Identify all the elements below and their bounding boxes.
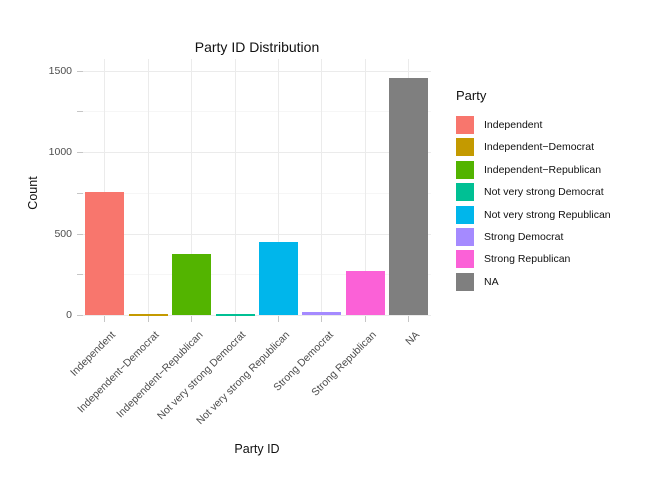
legend-title: Party xyxy=(456,88,487,103)
y-tick-mark-1000 xyxy=(77,152,83,153)
y-axis-title: Count xyxy=(26,176,40,210)
y-tick-label-1000: 1000 xyxy=(48,146,72,158)
legend-swatch-Independent−Democrat xyxy=(456,138,474,157)
legend-item-label: Independent−Republican xyxy=(484,163,602,176)
bar-Independent xyxy=(85,192,125,316)
y-tick-mark-750 xyxy=(77,192,83,194)
gridline-vertical-5 xyxy=(321,59,323,316)
legend: Party Independent Independent−Democrat Ind… xyxy=(456,88,611,295)
y-tick-mark-500 xyxy=(77,233,83,235)
x-axis-title: Party ID xyxy=(234,442,280,456)
legend-item-Independent−Democrat: Independent−Democrat xyxy=(456,138,611,157)
gridline-vertical-4 xyxy=(277,59,279,316)
x-tick-mark-2 xyxy=(191,315,193,322)
legend-item-Strong Republican: Strong Republican xyxy=(456,250,611,269)
x-tick-label-1: Independent−Democrat xyxy=(75,329,162,416)
gridline-vertical-0 xyxy=(104,59,106,316)
legend-item-Strong Democrat: Strong Democrat xyxy=(456,227,611,246)
bar-Strong Democrat xyxy=(302,311,342,316)
bar-Not very strong Republican xyxy=(258,241,298,316)
legend-item-label: Strong Republican xyxy=(484,253,571,266)
gridline-vertical-3 xyxy=(234,59,236,316)
legend-item-label: Independent xyxy=(484,119,543,131)
bar-Independent−Republican xyxy=(172,253,212,316)
x-tick-mark-5 xyxy=(321,315,323,322)
legend-swatch-Strong Democrat xyxy=(456,227,474,246)
x-tick-mark-6 xyxy=(364,315,366,322)
legend-swatch-Strong Republican xyxy=(456,250,474,269)
gridline-minor-y750 xyxy=(83,192,431,194)
y-tick-mark-0 xyxy=(77,315,83,316)
bar-Strong Republican xyxy=(345,271,385,316)
x-tick-mark-1 xyxy=(147,315,149,322)
x-tick-mark-7 xyxy=(408,315,410,322)
legend-item-label: Not very strong Democrat xyxy=(484,186,604,199)
y-tick-mark-1500 xyxy=(77,70,83,72)
legend-swatch-Not very strong Republican xyxy=(456,205,474,224)
legend-item-Not very strong Republican: Not very strong Republican xyxy=(456,205,611,224)
legend-swatch-Independent−Republican xyxy=(456,160,474,179)
y-tick-mark-1250 xyxy=(77,111,83,113)
legend-item-Independent: Independent xyxy=(456,116,611,134)
y-tick-mark-250 xyxy=(77,274,83,276)
legend-item-label: Not very strong Republican xyxy=(484,208,611,221)
gridline-major-y1500 xyxy=(83,70,431,72)
legend-swatch-Not very strong Democrat xyxy=(456,183,474,202)
bar-Independent−Democrat xyxy=(128,313,168,316)
legend-swatch-Independent xyxy=(456,116,474,134)
x-tick-label-3: Not very strong Democrat xyxy=(155,329,249,423)
gridline-vertical-6 xyxy=(364,59,366,316)
gridline-major-y500 xyxy=(83,233,431,235)
x-tick-mark-4 xyxy=(277,315,279,322)
bar-Not very strong Democrat xyxy=(215,313,255,316)
x-tick-mark-0 xyxy=(104,315,106,322)
legend-item-label: NA xyxy=(484,275,499,288)
gridline-major-y0 xyxy=(83,315,431,316)
chart-title: Party ID Distribution xyxy=(194,39,320,55)
legend-swatch-NA xyxy=(456,272,474,291)
x-tick-label-2: Independent−Republican xyxy=(113,329,206,421)
bar-NA xyxy=(389,78,429,316)
x-tick-label-7: NA xyxy=(403,329,423,348)
y-tick-label-500: 500 xyxy=(54,227,72,240)
gridline-vertical-2 xyxy=(191,59,193,316)
gridline-minor-y1250 xyxy=(83,111,431,113)
gridline-minor-y250 xyxy=(83,274,431,276)
x-tick-mark-3 xyxy=(234,315,236,322)
legend-item-label: Strong Democrat xyxy=(484,230,564,243)
y-tick-label-0: 0 xyxy=(66,309,72,321)
y-tick-label-1500: 1500 xyxy=(48,64,72,77)
legend-item-label: Independent−Democrat xyxy=(484,141,595,154)
gridline-major-y1000 xyxy=(83,152,431,153)
legend-items: Independent Independent−Democrat Independe… xyxy=(456,116,611,291)
legend-item-NA: NA xyxy=(456,272,611,291)
gridline-vertical-1 xyxy=(147,59,149,316)
legend-item-Independent−Republican: Independent−Republican xyxy=(456,160,611,179)
legend-item-Not very strong Democrat: Not very strong Democrat xyxy=(456,183,611,202)
